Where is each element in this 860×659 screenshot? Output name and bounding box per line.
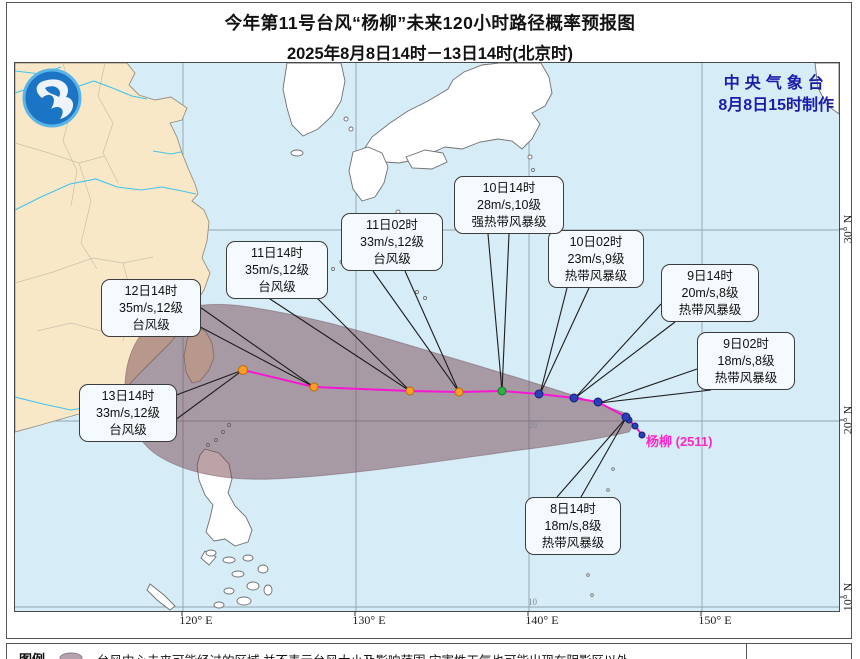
callout-box-9d02h: 9日02时 18m/s,8级 热带风暴级: [697, 332, 795, 391]
legend-bar: 图例 台风中心未来可能经过的区域,并不表示台风大小及影响范围,灾害性天气也可能出…: [6, 643, 852, 659]
agency-issued: 8月8日15时制作: [718, 96, 834, 114]
agency-stamp: 中央气象台 8月8日15时制作: [718, 73, 834, 116]
callout-box-9d14h: 9日14时 20m/s,8级 热带风暴级: [661, 264, 759, 323]
lon-label-140e: 140° E: [525, 613, 559, 627]
legend-cone-text: 台风中心未来可能经过的区域,并不表示台风大小及影响范围,灾害性天气也可能出现在阴…: [97, 650, 629, 659]
storm-name-label: 杨柳 (2511): [646, 434, 713, 449]
foreign-land: [146, 63, 839, 611]
callout-box-8d14h: 8日14时 18m/s,8级 热带风暴级: [525, 497, 621, 556]
korea-peninsula: [282, 63, 346, 137]
shikoku: [405, 149, 448, 170]
palawan: [146, 583, 176, 611]
lon-label-150e: 150° E: [698, 613, 732, 627]
cma-logo: [22, 68, 82, 128]
lon-label-130e: 130° E: [352, 613, 386, 627]
kyushu: [348, 146, 389, 202]
title-block: 今年第11号台风“杨柳”未来120小时路径概率预报图 2025年8月8日14时－…: [0, 10, 860, 64]
agency-name: 中央气象台: [723, 75, 829, 92]
legend-divider: [746, 644, 747, 659]
forecast-map: 中央气象台 8月8日15时制作 杨柳 (2511) 20 10 8日14时 18…: [14, 62, 840, 612]
page-title: 今年第11号台风“杨柳”未来120小时路径概率预报图: [224, 13, 636, 33]
lat-label-10n: 10° N: [840, 582, 855, 612]
inline-lat-20: 20: [528, 420, 537, 430]
cone-legend-icon: [59, 652, 83, 659]
callout-box-10d02h: 10日02时 23m/s,9级 热带风暴级: [548, 230, 644, 289]
map-geography: [15, 63, 839, 611]
callout-box-12d14h: 12日14时 35m/s,12级 台风级: [101, 279, 201, 338]
probability-cone: [124, 303, 633, 480]
callout-box-11d14h: 11日14时 35m/s,12级 台风级: [226, 241, 328, 300]
callout-box-13d14h: 13日14时 33m/s,12级 台风级: [79, 384, 177, 443]
page-subtitle: 2025年8月8日14时－13日14时(北京时): [286, 45, 574, 63]
lat-label-20n: 20° N: [840, 405, 855, 435]
callout-box-10d14h: 10日14时 28m/s,10级 强热带风暴级: [454, 176, 564, 235]
inline-lat-10: 10: [528, 597, 537, 607]
jeju-island: [290, 149, 304, 157]
callout-box-11d02h: 11日02时 33m/s,12级 台风级: [341, 213, 443, 272]
legend-title: 图例: [19, 649, 45, 659]
northeast-island: [814, 63, 839, 115]
lat-label-30n: 30° N: [840, 214, 855, 244]
lon-label-120e: 120° E: [179, 613, 213, 627]
track-layer: [162, 233, 712, 498]
